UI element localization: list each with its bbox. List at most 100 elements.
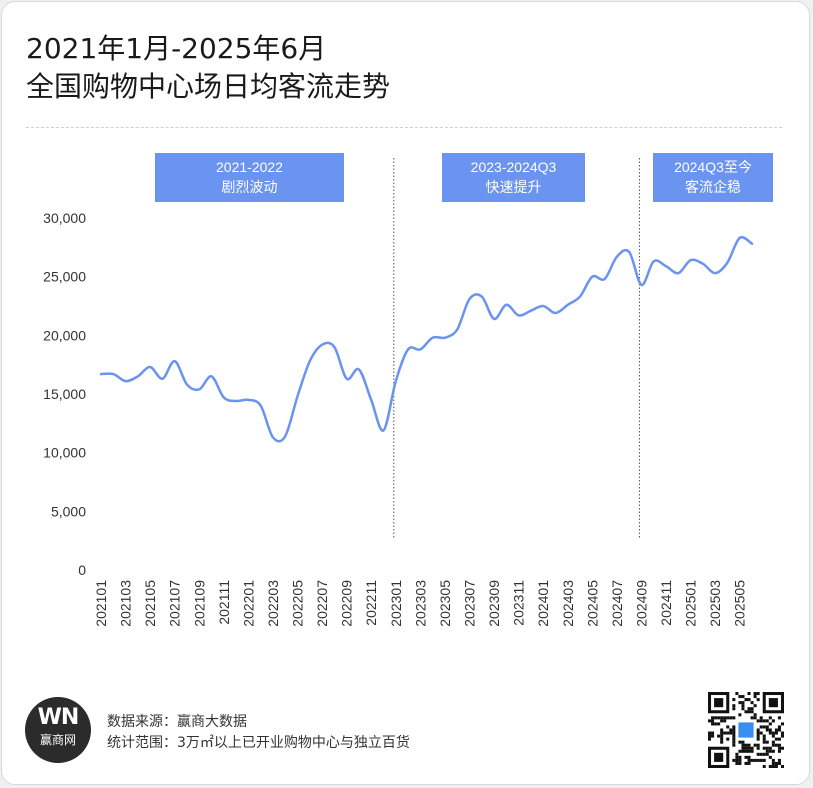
x-tick-label: 202201 [240, 580, 256, 627]
qr-module [771, 740, 775, 744]
qr-module [759, 719, 763, 723]
qr-module [771, 761, 775, 765]
qr-finder [768, 698, 778, 708]
qr-module [747, 749, 751, 753]
x-tick-label: 202203 [265, 580, 281, 627]
series-layer [99, 235, 754, 443]
x-tick-label: 202503 [707, 580, 723, 627]
qr-module [714, 716, 718, 720]
qr-module [750, 710, 754, 714]
qr-module [726, 725, 730, 729]
qr-module [720, 734, 724, 738]
qr-module [780, 746, 784, 750]
x-tick-label: 202311 [511, 580, 527, 626]
qr-module [765, 740, 769, 744]
x-tick-label: 202105 [142, 580, 158, 627]
qr-module [762, 719, 766, 723]
qr-module [768, 764, 772, 768]
qr-module [777, 761, 781, 765]
qr-module [768, 731, 772, 735]
qr-module [708, 734, 712, 738]
qr-module [753, 713, 757, 717]
qr-module [756, 734, 760, 738]
y-tick-label: 15,000 [43, 386, 86, 402]
qr-module [774, 764, 778, 768]
qr-module [747, 698, 751, 702]
qr-module [762, 725, 766, 729]
qr-module [762, 737, 766, 741]
x-tick-label: 202309 [486, 580, 502, 627]
qr-module [708, 737, 712, 741]
qr-module [732, 728, 736, 732]
qr-module [765, 728, 769, 732]
qr-module [729, 716, 733, 720]
qr-module [765, 746, 769, 750]
qr-module [720, 731, 724, 735]
qr-module [738, 761, 742, 765]
qr-module [741, 743, 745, 747]
phase-dividers [393, 158, 640, 538]
x-tick-label: 202303 [412, 580, 428, 627]
qr-module [768, 749, 772, 753]
qr-module [720, 719, 724, 723]
phase-box [155, 153, 344, 202]
qr-module [744, 698, 748, 702]
phase-label-period: 2024Q3至今 [674, 159, 752, 175]
qr-code-icon [708, 692, 784, 768]
qr-module [771, 749, 775, 753]
qr-module [756, 758, 760, 762]
qr-module [753, 743, 757, 747]
qr-module [768, 716, 772, 720]
qr-module [765, 725, 769, 729]
qr-module [744, 746, 748, 750]
qr-module [777, 749, 781, 753]
qr-module [777, 728, 781, 732]
qr-module [711, 731, 715, 735]
qr-module [723, 719, 727, 723]
qr-module [720, 728, 724, 732]
qr-module [777, 725, 781, 729]
x-tick-label: 202505 [732, 580, 748, 627]
qr-module [750, 701, 754, 705]
qr-module [762, 752, 766, 756]
x-tick-label: 202501 [683, 580, 699, 627]
qr-module [756, 728, 760, 732]
qr-module [780, 731, 784, 735]
phase-box [653, 153, 773, 202]
qr-module [732, 731, 736, 735]
qr-module [777, 716, 781, 720]
phase-label-trend: 剧烈波动 [222, 179, 278, 195]
qr-module [756, 752, 760, 756]
qr-module [744, 743, 748, 747]
qr-module [711, 716, 715, 720]
qr-module [735, 761, 739, 765]
x-tick-label: 202407 [609, 580, 625, 627]
qr-module [747, 707, 751, 711]
qr-finder [714, 698, 724, 708]
qr-module [726, 731, 730, 735]
y-tick-label: 5,000 [51, 503, 86, 519]
qr-module [765, 719, 769, 723]
qr-module [774, 743, 778, 747]
qr-module [771, 731, 775, 735]
qr-module [732, 737, 736, 741]
qr-module [726, 737, 730, 741]
qr-module [750, 716, 754, 720]
qr-module [774, 728, 778, 732]
qr-module [756, 746, 760, 750]
qr-module [768, 746, 772, 750]
qr-module [768, 728, 772, 732]
x-tick-label: 202211 [363, 580, 379, 626]
qr-module [771, 743, 775, 747]
x-tick-label: 202207 [314, 580, 330, 627]
qr-module [753, 758, 757, 762]
qr-module [732, 716, 736, 720]
qr-module [756, 731, 760, 735]
qr-module [732, 725, 736, 729]
phase-label-period: 2023-2024Q3 [471, 159, 557, 175]
qr-module [708, 719, 712, 723]
qr-module [753, 695, 757, 699]
qr-module [771, 764, 775, 768]
qr-module [771, 719, 775, 723]
